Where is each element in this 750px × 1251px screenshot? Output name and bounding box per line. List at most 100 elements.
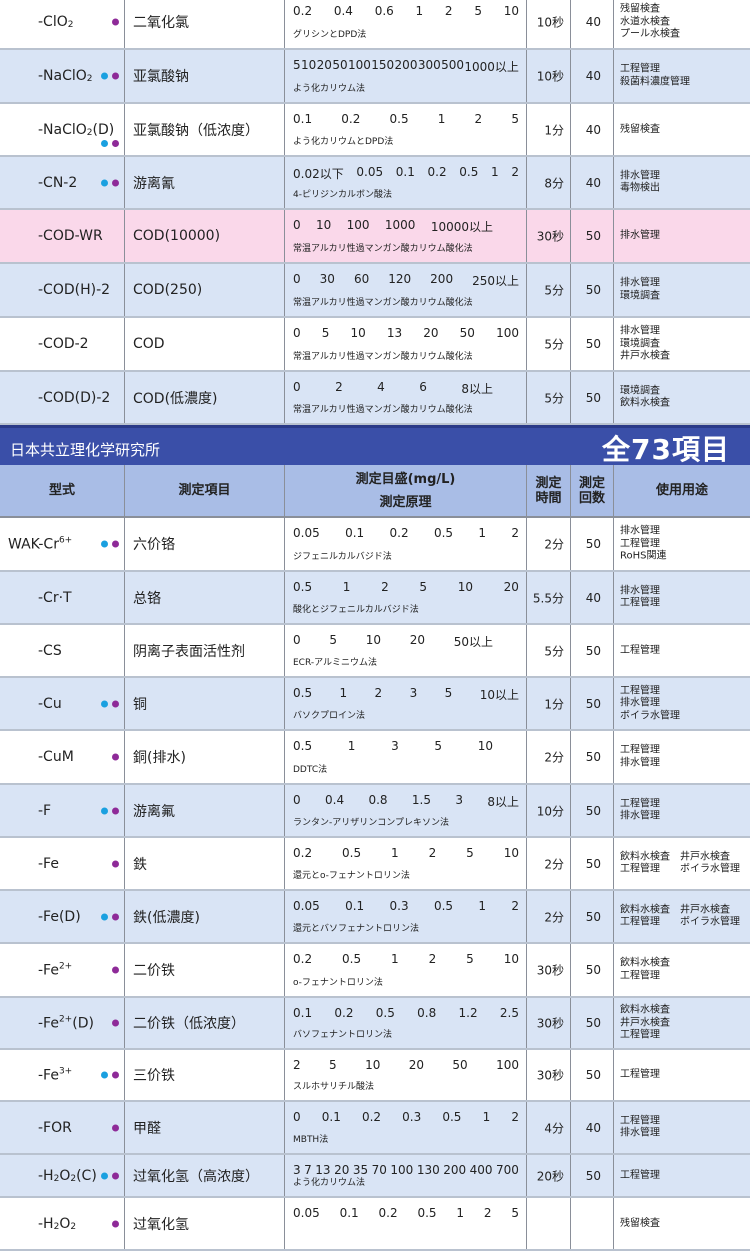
measure-time: 1分 (544, 697, 564, 711)
model-name: -H2O2(C) (38, 1168, 97, 1184)
measure-count: 50 (585, 750, 601, 764)
usage-line: 工程管理 (620, 798, 660, 809)
scale-cell: 0.02以下 0.05 0.1 0.2 0.5 1 2 4-ピリジンカルボン酸法 (285, 157, 527, 208)
reagent-dots (112, 1019, 119, 1027)
reagent-dots (101, 140, 119, 147)
scale-value: 5 (511, 1206, 519, 1220)
table-header: 型式 測定項目 測定目盛(mg/L) 測定原理 測定 時間 測定 回数 使用用途 (0, 465, 750, 518)
usage-list: 工程管理 殺菌料濃度管理 (620, 64, 690, 89)
usage-line: 残留検査 (620, 1217, 660, 1229)
scale-value: 5 (511, 112, 519, 126)
item-name: 二价铁（低浓度） (133, 1016, 245, 1032)
scale-value: 0.2 (427, 165, 447, 179)
scale-cell: 0.5 1 3 5 10 DDTC法 (285, 731, 527, 783)
scale-value: 100 (496, 1058, 519, 1072)
model-part: -Fe (38, 855, 59, 872)
scale-value: 0.5 (342, 846, 362, 860)
scale-value: 0.1 (395, 165, 415, 179)
scale-cell: 0 30 60 120 200 250以上 常温アルカリ性過マンガン酸カリウム酸化法 (285, 264, 527, 316)
scale-value: 2 (483, 1206, 492, 1220)
scale-value: 130 (416, 1163, 440, 1177)
model-part: WAK-Cr (8, 536, 59, 553)
measure-count: 50 (585, 229, 601, 243)
time-cell: 5分 (527, 372, 571, 423)
usage-list: 工程管理 (620, 1069, 660, 1082)
scale-value: 35 (352, 1163, 369, 1177)
scale-value: 1000 (384, 218, 416, 232)
model-part: -COD(H)-2 (38, 282, 111, 298)
count-cell: 50 (571, 998, 614, 1048)
item-name: 二氧化氯 (133, 15, 189, 31)
method-name: 還元とo-フェナントロリン法 (293, 871, 410, 881)
scale-cell: 5 10 20 50 100 150 200 300 500 1000以上 よう化カリウム法 (285, 50, 527, 102)
model-cell: -Fe(D) (0, 891, 125, 942)
scale-value: 100 (346, 218, 370, 232)
model-part: O (59, 1215, 71, 1232)
scale-value: 20 (503, 580, 519, 594)
scale-value: 6 (419, 380, 427, 394)
table-row: -FOR 甲醛 0 0.1 0.2 0.3 0.5 1 2 MBTH法 4分 40 工程管理 排水管理 (0, 1102, 750, 1155)
use-cell: 排水管理 (614, 210, 750, 262)
scale-value: 10 (503, 846, 519, 860)
count-cell: 50 (571, 785, 614, 836)
scale-values: 5 10 20 50 100 150 200 300 500 1000以上 (293, 58, 519, 75)
scale-cell: 0.1 0.2 0.5 0.8 1.2 2.5 バソフェナントロリン法 (285, 998, 527, 1048)
scale-value: 10000以上 (430, 220, 493, 234)
usage-list: 排水管理 環境調査 (620, 278, 660, 303)
scale-value: 3 (455, 793, 463, 807)
time-cell: 10分 (527, 785, 571, 836)
use-cell: 工程管理 殺菌料濃度管理 (614, 50, 750, 102)
scale-value: 0.3 (389, 899, 409, 913)
scale-value: 0.02以下 (293, 167, 344, 181)
scale-value: 150 (371, 58, 395, 72)
scale-value: 700 (496, 1163, 519, 1177)
count-cell: 50 (571, 891, 614, 942)
use-cell: 飲料水検査 工程管理 (614, 944, 750, 996)
item-name: 二价铁 (133, 963, 175, 979)
scale-cell: 0 10 100 1000 10000以上 常温アルカリ性過マンガン酸カリウム酸化法 (285, 210, 527, 262)
scale-values: 0 5 10 13 20 50 100 (293, 326, 519, 340)
item-cell: 过氧化氢（高浓度） (125, 1155, 285, 1196)
usage-line: 排水管理 (620, 585, 660, 596)
usage-list: 環境調査 飲料水検査 (620, 385, 670, 410)
scale-value: 1.2 (458, 1006, 478, 1020)
time-cell: 2分 (527, 518, 571, 570)
model-cell: -COD-WR (0, 210, 125, 262)
time-cell: 2分 (527, 838, 571, 889)
purple-dot-icon (112, 1019, 119, 1027)
scale-value: 0.2 (389, 526, 409, 540)
usage-line: 排水管理 (620, 229, 660, 241)
reagent-dots (101, 179, 119, 186)
scale-value: 0.2 (293, 846, 313, 860)
item-name: 鉄 (133, 856, 147, 873)
measure-time: 30秒 (536, 1016, 564, 1031)
model-part: -FOR (38, 1119, 72, 1136)
time-cell: 8分 (527, 157, 571, 208)
model-name: -COD(H)-2 (38, 282, 110, 298)
total-items: 全73項目 (602, 433, 730, 466)
reagent-dots (112, 1124, 119, 1131)
header-item-label: 測定項目 (178, 483, 231, 498)
scale-value: 1 (456, 1206, 465, 1220)
item-cell: 游离氰 (125, 157, 285, 208)
model-part: 2 (70, 1221, 77, 1232)
model-part: -COD-2 (38, 336, 89, 352)
reagent-dots (101, 807, 119, 814)
method-name: ランタン-アリザリンコンプレキソン法 (293, 818, 449, 828)
scale-value: 10 (316, 218, 332, 232)
model-cell: -Fe (0, 838, 125, 889)
scale-value: 5 (329, 1058, 337, 1072)
usage-line: 環境調査 (620, 337, 660, 349)
model-cell: -COD(D)-2 (0, 372, 125, 423)
usage-line: 工程管理 (620, 1115, 660, 1126)
usage-line: 工程管理 (620, 597, 660, 609)
measure-time: 30秒 (536, 963, 564, 978)
count-cell: 40 (571, 572, 614, 623)
model-name: -Fe2+ (38, 962, 72, 979)
model-name: -CuM (38, 749, 74, 765)
item-cell: 铜 (125, 678, 285, 729)
item-cell: 二价铁 (125, 944, 285, 996)
item-cell: 鉄(低濃度) (125, 891, 285, 942)
table-row: -NaClO2(D) 亚氯酸钠（低浓度） 0.1 0.2 0.5 1 2 5 よう化カリウムとD… (0, 104, 750, 157)
usage-line: 工程管理 (620, 63, 660, 75)
